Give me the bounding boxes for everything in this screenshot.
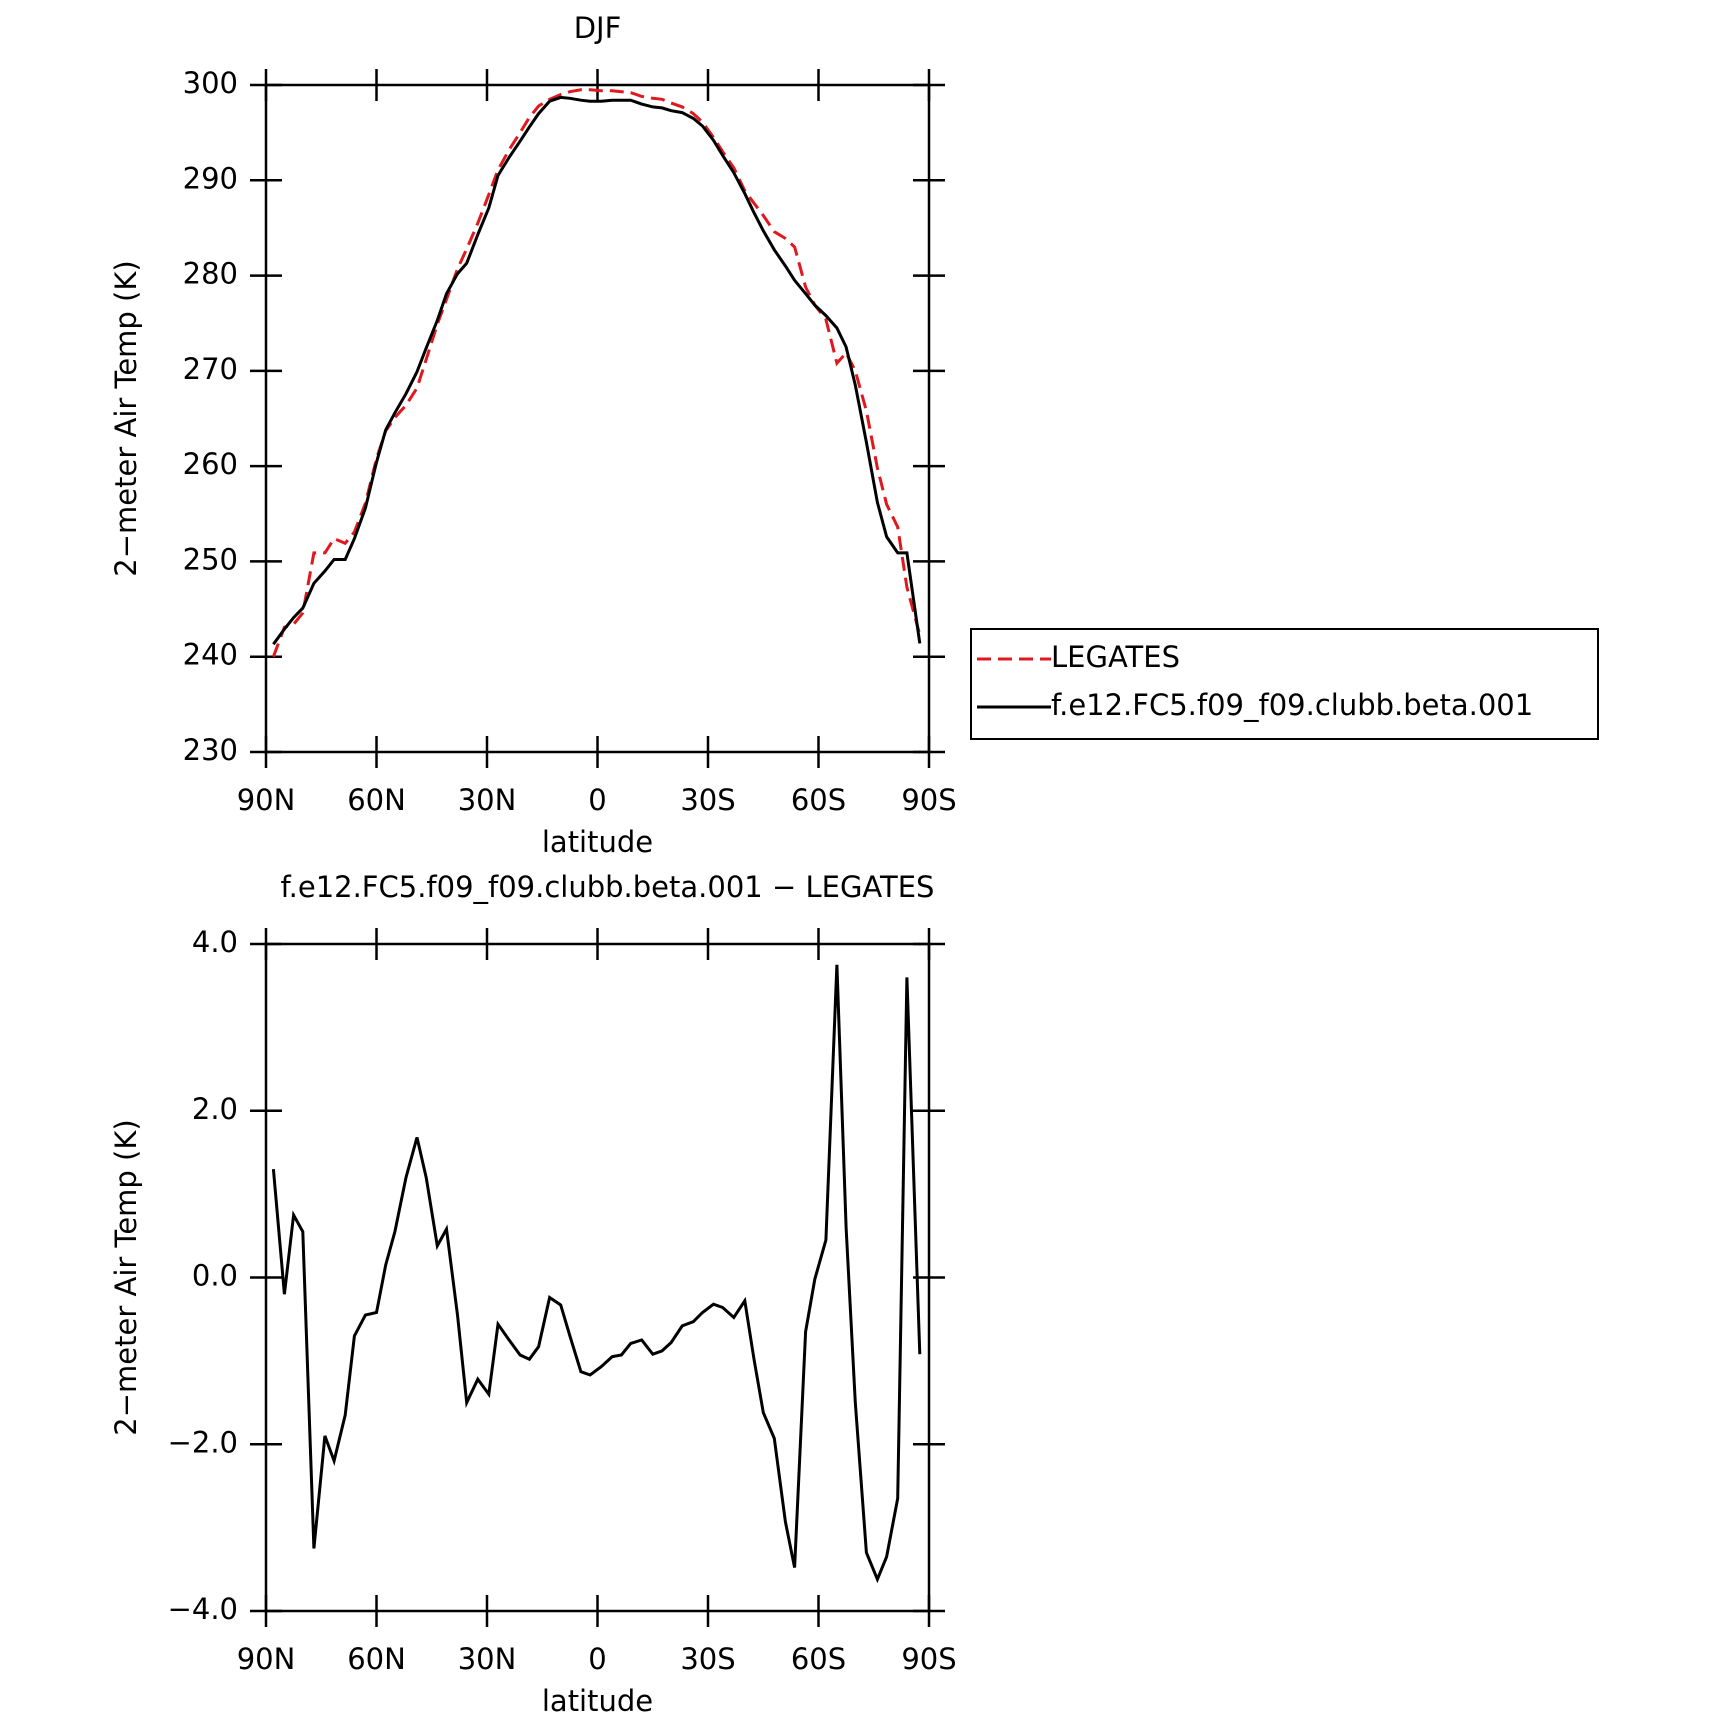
plot-frame — [264, 942, 931, 1613]
y-tick-label: 0.0 — [192, 1259, 238, 1293]
chart-title: f.e12.FC5.f09_f09.clubb.beta.001 − LEGAT… — [281, 870, 935, 904]
legend-label: f.e12.FC5.f09_f09.clubb.beta.001 — [1051, 688, 1533, 722]
x-tick-label: 0 — [588, 783, 606, 817]
y-tick-label: 280 — [183, 257, 238, 291]
legend-label: LEGATES — [1051, 640, 1180, 674]
x-axis-label: latitude — [542, 825, 653, 859]
x-tick-label: 30N — [458, 783, 517, 817]
x-tick-label: 30N — [458, 1642, 517, 1676]
y-tick-label: 250 — [183, 542, 238, 576]
x-tick-label: 90S — [901, 1642, 956, 1676]
x-tick-label: 90S — [901, 783, 956, 817]
chart-title: DJF — [574, 11, 622, 45]
y-axis-label: 2−meter Air Temp (K) — [109, 1119, 143, 1435]
data-line — [271, 88, 922, 658]
y-tick-label: 240 — [183, 638, 238, 672]
x-tick-label: 90N — [237, 1642, 296, 1676]
y-tick-label: 230 — [183, 733, 238, 767]
data-line — [272, 95, 922, 646]
y-tick-label: 2.0 — [192, 1092, 238, 1126]
x-axis-label: latitude — [542, 1684, 653, 1718]
y-tick-label: −4.0 — [168, 1592, 238, 1626]
y-tick-label: 290 — [183, 161, 238, 195]
legend-box — [970, 628, 1599, 740]
x-tick-label: 90N — [237, 783, 296, 817]
x-tick-label: 60S — [791, 783, 846, 817]
y-tick-label: 270 — [183, 352, 238, 386]
x-tick-label: 0 — [588, 1642, 606, 1676]
y-axis-label: 2−meter Air Temp (K) — [109, 260, 143, 576]
x-tick-label: 30S — [680, 1642, 735, 1676]
y-tick-label: 260 — [183, 447, 238, 481]
data-line — [271, 964, 922, 1584]
plot-frame — [264, 83, 931, 754]
x-tick-label: 60N — [347, 1642, 406, 1676]
x-tick-label: 60N — [347, 783, 406, 817]
y-tick-label: 4.0 — [192, 925, 238, 959]
y-tick-label: 300 — [183, 66, 238, 100]
x-tick-label: 60S — [791, 1642, 846, 1676]
y-tick-label: −2.0 — [168, 1425, 238, 1459]
x-tick-label: 30S — [680, 783, 735, 817]
